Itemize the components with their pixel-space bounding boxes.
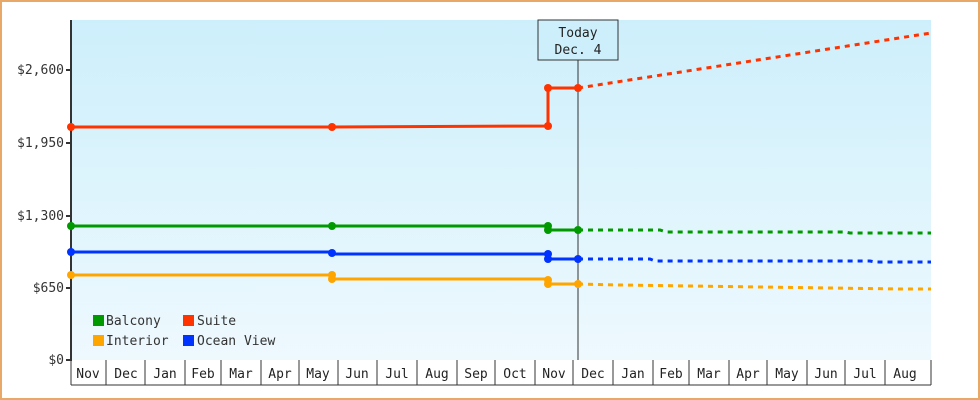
x-month-label: Aug	[425, 367, 448, 382]
legend-label: Suite	[197, 314, 236, 329]
series-interior	[67, 271, 931, 291]
today-label: Today	[558, 26, 597, 41]
x-month-label: Oct	[503, 367, 526, 382]
y-ticks: $2,600 $1,950 $1,300 $650 $0	[17, 63, 71, 368]
legend-item-interior: Interior	[93, 334, 169, 349]
today-marker: Today Dec. 4	[537, 19, 619, 360]
plot-area	[71, 20, 931, 360]
x-month-label: Jun	[345, 367, 368, 382]
legend-swatch-icon	[183, 335, 194, 346]
legend-label: Interior	[106, 334, 169, 349]
legend: Balcony Suite Interior Ocean View	[93, 314, 275, 349]
x-month-label: Nov	[542, 367, 566, 382]
legend-item-suite: Suite	[183, 314, 236, 329]
x-month-label: Jan	[153, 367, 176, 382]
legend-label: Balcony	[106, 314, 161, 329]
x-month-label: Feb	[191, 367, 215, 382]
x-month-label: Apr	[736, 367, 760, 382]
legend-swatch-icon	[93, 315, 104, 326]
x-month-label: Mar	[697, 367, 721, 382]
y-tick-label: $1,300	[17, 209, 64, 224]
x-month-label: Sep	[464, 367, 488, 382]
x-month-label: Feb	[659, 367, 683, 382]
x-month-label: May	[306, 367, 330, 382]
y-tick-label: $0	[48, 353, 64, 368]
y-tick-label: $1,950	[17, 136, 64, 151]
x-month-label: Jan	[621, 367, 644, 382]
legend-label: Ocean View	[197, 334, 275, 349]
x-month-label: Dec	[114, 367, 137, 382]
x-month-label: Jul	[853, 367, 876, 382]
x-month-label: May	[775, 367, 799, 382]
x-month-label: Dec	[581, 367, 604, 382]
x-month-label: Jun	[814, 367, 837, 382]
legend-swatch-icon	[93, 335, 104, 346]
today-date-label: Dec. 4	[555, 43, 602, 58]
x-month-label: Apr	[268, 367, 292, 382]
x-month-label: Nov	[76, 367, 100, 382]
x-month-label: Jul	[385, 367, 408, 382]
series-ocean-view	[67, 248, 931, 264]
legend-swatch-icon	[183, 315, 194, 326]
series-balcony	[67, 222, 931, 235]
legend-item-ocean-view: Ocean View	[183, 334, 275, 349]
x-axis-months: Nov Dec Jan Feb Mar Apr May Jun Jul Aug …	[70, 360, 932, 386]
y-tick-label: $2,600	[17, 63, 64, 78]
x-month-label: Aug	[893, 367, 916, 382]
series-suite	[67, 31, 932, 131]
y-tick-label: $650	[33, 281, 64, 296]
legend-item-balcony: Balcony	[93, 314, 161, 329]
x-month-label: Mar	[229, 367, 253, 382]
